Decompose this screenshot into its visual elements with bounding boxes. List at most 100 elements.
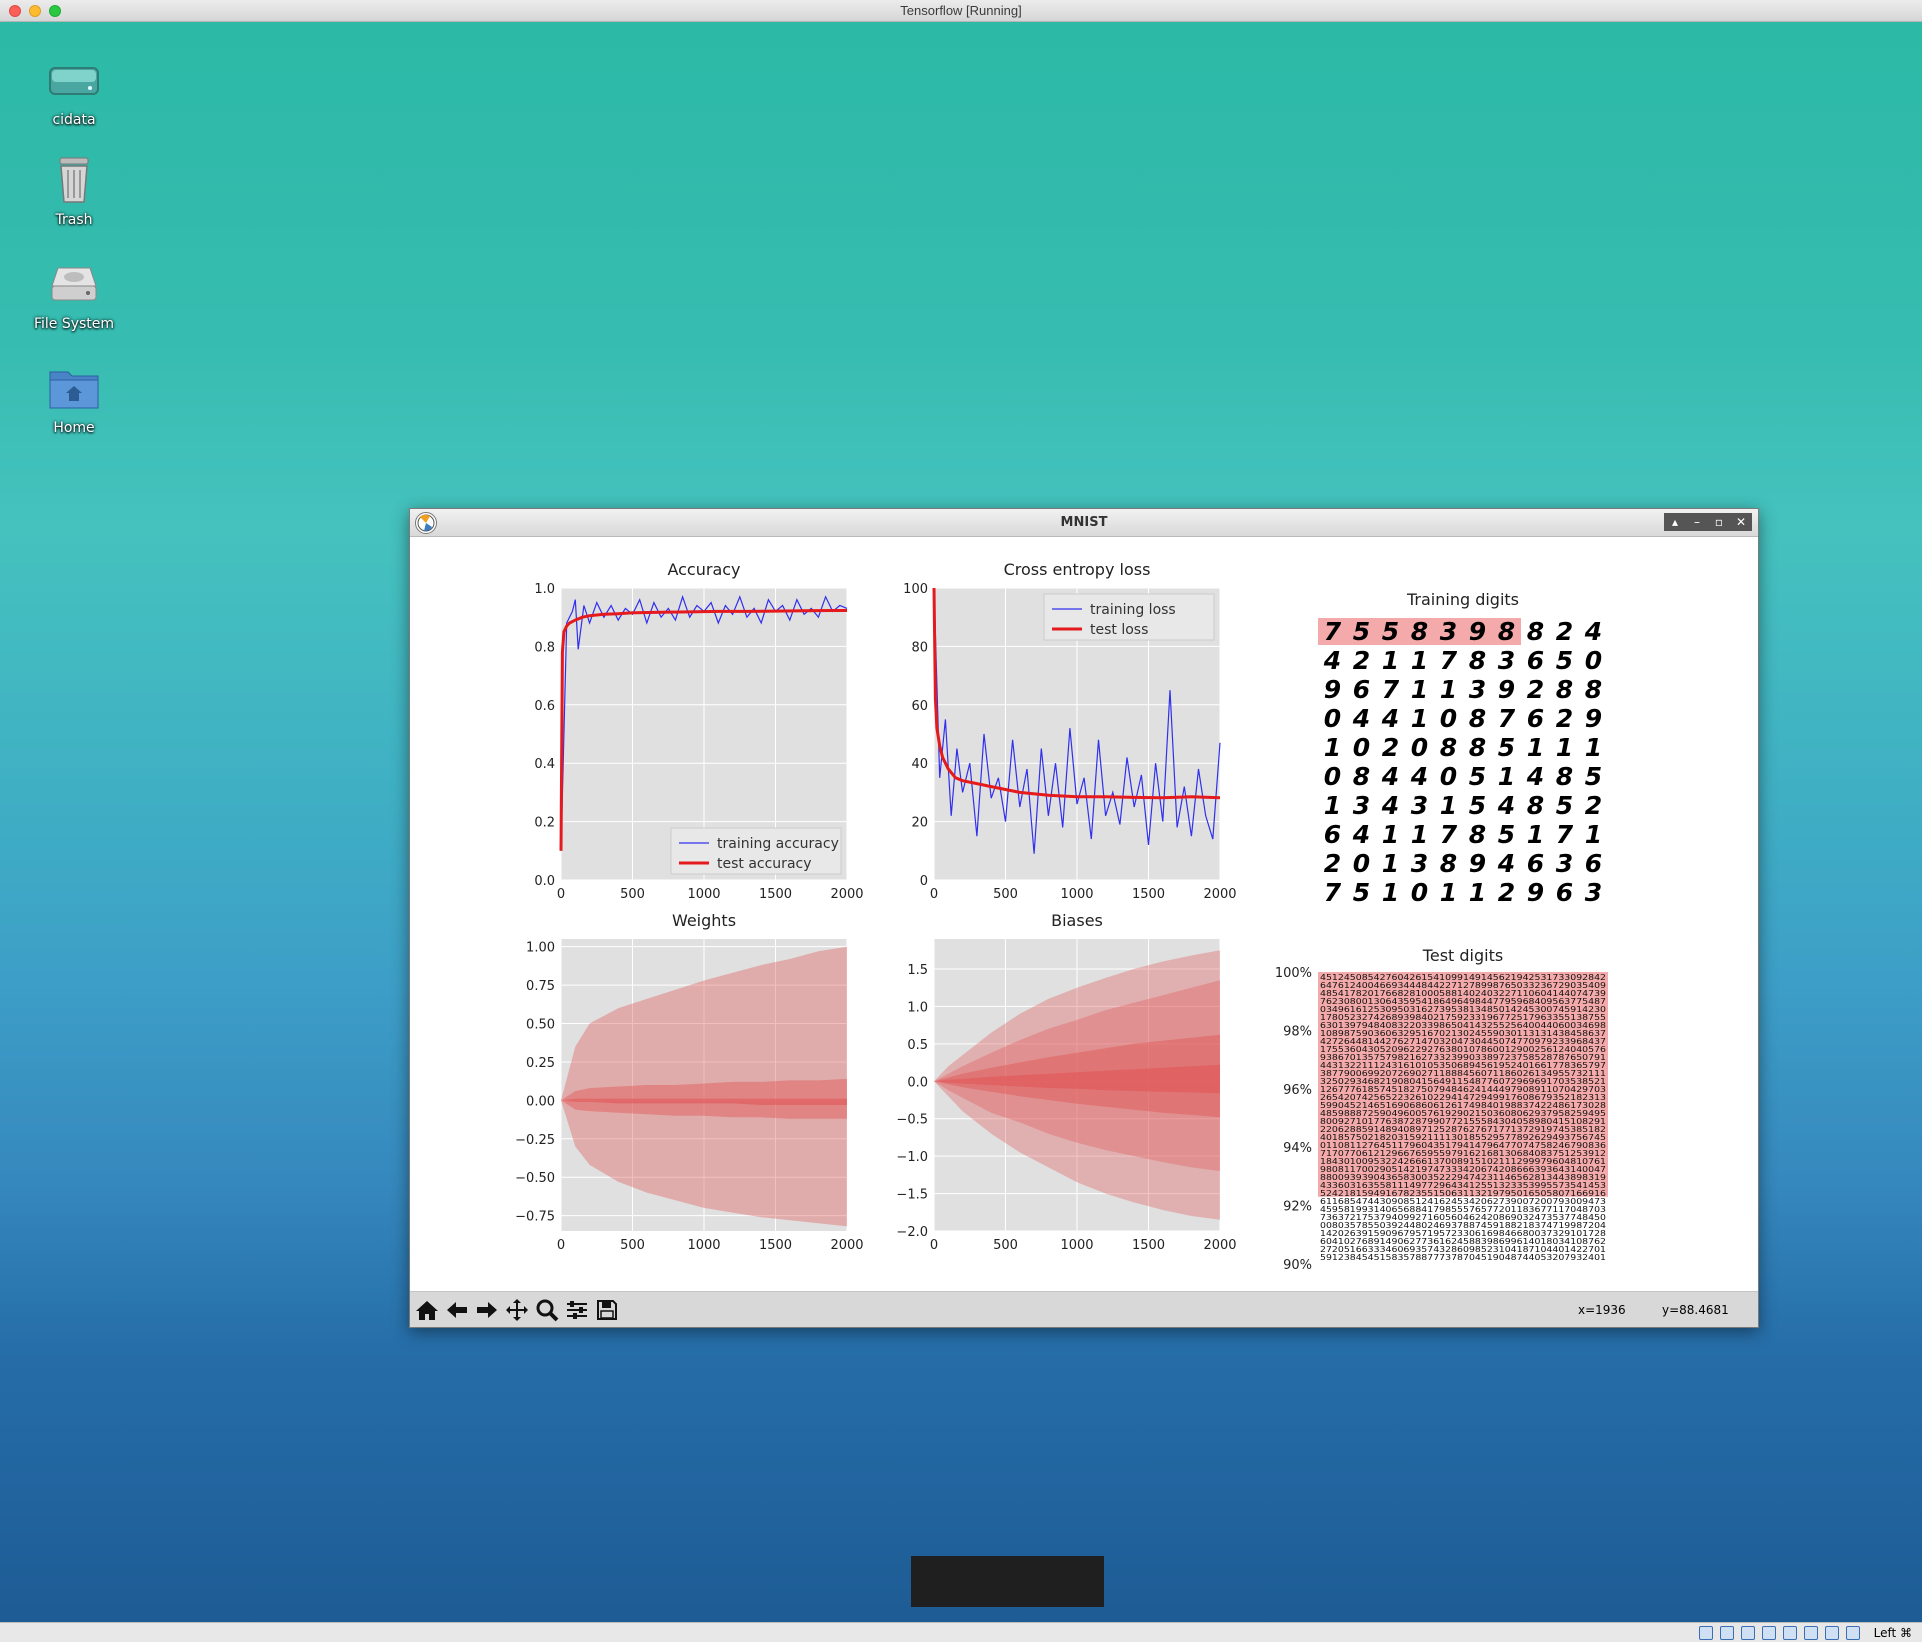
minimize-window-button[interactable] xyxy=(29,5,41,17)
y-tick-label: 0.50 xyxy=(526,1018,555,1033)
y-tick-label: −0.50 xyxy=(515,1171,555,1186)
test-digit-row: 5990452146516906860612617498401988374224… xyxy=(1320,1101,1606,1110)
pan-button[interactable] xyxy=(503,1297,531,1323)
optical-drive-status-icon[interactable] xyxy=(1720,1626,1734,1640)
harddisk-status-icon[interactable] xyxy=(1699,1626,1713,1640)
shared-folder-status-icon[interactable] xyxy=(1741,1626,1755,1640)
configure-subplots-icon xyxy=(567,1301,587,1319)
zoom-button[interactable] xyxy=(533,1297,561,1323)
training-digit: 3 xyxy=(1353,791,1370,820)
trash-icon xyxy=(46,152,102,208)
training-digit: 0 xyxy=(1324,762,1341,791)
y-tick-label: 0.25 xyxy=(526,1056,555,1071)
training-digit: 8 xyxy=(1469,820,1486,849)
biases-chart[interactable]: 0 500 1000 1500 2000 1.5 1.0 0.5 0.0 −0.5 −1.0 −1.5… xyxy=(896,911,1236,1253)
training-digit: 5 xyxy=(1556,791,1573,820)
desktop-icon-label: Trash xyxy=(55,212,93,228)
training-digit: 1 xyxy=(1411,675,1428,704)
training-digit: 9 xyxy=(1527,878,1544,907)
accuracy-chart[interactable]: 0 500 1000 1500 2000 0.0 0.2 0.4 0.6 0.8 1.0 Accura… xyxy=(534,560,863,902)
window-maximize-button[interactable]: ▫ xyxy=(1708,513,1730,531)
save-icon xyxy=(597,1300,617,1320)
desktop-icon-file-system[interactable]: File System xyxy=(20,256,128,332)
desktop-icon-label: cidata xyxy=(52,112,96,128)
test-digit-row: 4854178201766828100058814024032271106041… xyxy=(1320,989,1606,998)
cursor-y-readout: y=88.4681 xyxy=(1662,1303,1729,1317)
y-tick-label: 60 xyxy=(911,699,928,714)
training-digit: 1 xyxy=(1585,733,1602,762)
weights-chart[interactable]: 0 500 1000 1500 2000 1.00 0.75 0.50 0.25 0.00 −0.2… xyxy=(515,911,863,1253)
close-window-button[interactable] xyxy=(9,5,21,17)
test-digit-row: 0080357855039244802469378874591882183747… xyxy=(1320,1221,1606,1230)
window-close-button[interactable]: ✕ xyxy=(1730,513,1752,531)
y-tick-label: −0.5 xyxy=(896,1113,928,1128)
training-digit: 4 xyxy=(1497,849,1515,878)
test-digit-row: 8009271017763872879907721555843040589804… xyxy=(1320,1117,1606,1126)
configure-subplots-button[interactable] xyxy=(563,1297,591,1323)
training-digit: 9 xyxy=(1469,849,1486,878)
training-digit: 6 xyxy=(1585,849,1602,878)
training-digit: 0 xyxy=(1440,704,1457,733)
training-digit: 8 xyxy=(1498,617,1515,646)
training-digit: 2 xyxy=(1556,704,1573,733)
training-digit: 5 xyxy=(1498,820,1515,849)
cross-entropy-loss-chart[interactable]: 0 500 1000 1500 2000 0 20 40 60 80 100 Cross entrop… xyxy=(903,560,1236,902)
arrow-status-icon[interactable] xyxy=(1846,1626,1860,1640)
training-digit: 1 xyxy=(1585,820,1602,849)
x-tick-label: 1000 xyxy=(687,887,720,902)
desktop-icon-cidata[interactable]: cidata xyxy=(20,52,128,128)
training-digit: 3 xyxy=(1411,791,1428,820)
training-digit: 5 xyxy=(1353,617,1370,646)
training-digit: 4 xyxy=(1410,762,1428,791)
test-digit-row: 4336031635581114977296434125513233539955… xyxy=(1320,1181,1606,1190)
y-tick-label: −1.5 xyxy=(896,1188,928,1203)
test-digit-row: 0349616125309503162739538134850142453007… xyxy=(1320,1005,1606,1014)
home-button[interactable] xyxy=(413,1297,441,1323)
home-icon xyxy=(416,1301,438,1320)
training-digit: 4 xyxy=(1526,762,1544,791)
desktop-icon-home[interactable]: Home xyxy=(20,360,128,436)
mnist-title-bar[interactable]: MNIST ▴ – ▫ ✕ xyxy=(410,509,1758,537)
test-digit-row: 5242181594916782355150631132197950165058… xyxy=(1320,1189,1606,1198)
training-digit: 4 xyxy=(1381,704,1399,733)
y-tick-label: 0.4 xyxy=(534,757,555,772)
test-digit-row: 2654207425652232610229414729499176086793… xyxy=(1320,1093,1606,1102)
test-digit-row: 9386701357579821627332399033897237585287… xyxy=(1320,1053,1606,1062)
training-digit: 8 xyxy=(1440,849,1457,878)
matplotlib-app-icon[interactable] xyxy=(415,512,437,534)
y-tick-label: 96% xyxy=(1283,1083,1312,1098)
test-digit-row: 1755360430520962292763801078600129002561… xyxy=(1320,1045,1606,1054)
y-tick-label: 0.0 xyxy=(534,874,555,889)
training-accuracy-line xyxy=(560,594,848,851)
legend-box xyxy=(670,827,842,875)
home-folder-icon xyxy=(46,360,102,416)
y-tick-label: 0.6 xyxy=(534,699,555,714)
forward-button[interactable] xyxy=(473,1297,501,1323)
y-tick-label: 0.5 xyxy=(907,1038,928,1053)
network-status-icon[interactable] xyxy=(1783,1626,1797,1640)
x-tick-label: 1500 xyxy=(1132,887,1165,902)
back-button[interactable] xyxy=(443,1297,471,1323)
test-loss-line xyxy=(932,587,1221,800)
training-digit: 9 xyxy=(1585,704,1602,733)
window-minimize-button[interactable]: – xyxy=(1686,513,1708,531)
window-shade-button[interactable]: ▴ xyxy=(1664,513,1686,531)
test-digit-row: 4018575021820315921111301855295778926294… xyxy=(1320,1133,1606,1142)
usb-status-icon[interactable] xyxy=(1804,1626,1818,1640)
x-tick-label: 2000 xyxy=(830,1238,863,1253)
zoom-window-button[interactable] xyxy=(49,5,61,17)
save-button[interactable] xyxy=(593,1297,621,1323)
host-title-bar: Tensorflow [Running] xyxy=(0,0,1922,22)
training-digit: 2 xyxy=(1527,675,1544,704)
mnist-window: MNIST ▴ – ▫ ✕ 0 500 1000 1500 2000 0.0 0.2 0.4 0… xyxy=(409,508,1759,1328)
desktop-icon-trash[interactable]: Trash xyxy=(20,152,128,228)
y-tick-label: 20 xyxy=(911,816,928,831)
training-loss-line xyxy=(933,587,1221,854)
y-tick-label: 40 xyxy=(911,757,928,772)
training-digit: 8 xyxy=(1556,675,1573,704)
display-status-icon[interactable] xyxy=(1762,1626,1776,1640)
test-digit-row: 1420263915909679571957233061698466800373… xyxy=(1320,1229,1606,1238)
training-digit: 8 xyxy=(1353,762,1370,791)
mouse-integration-icon[interactable] xyxy=(1825,1626,1839,1640)
